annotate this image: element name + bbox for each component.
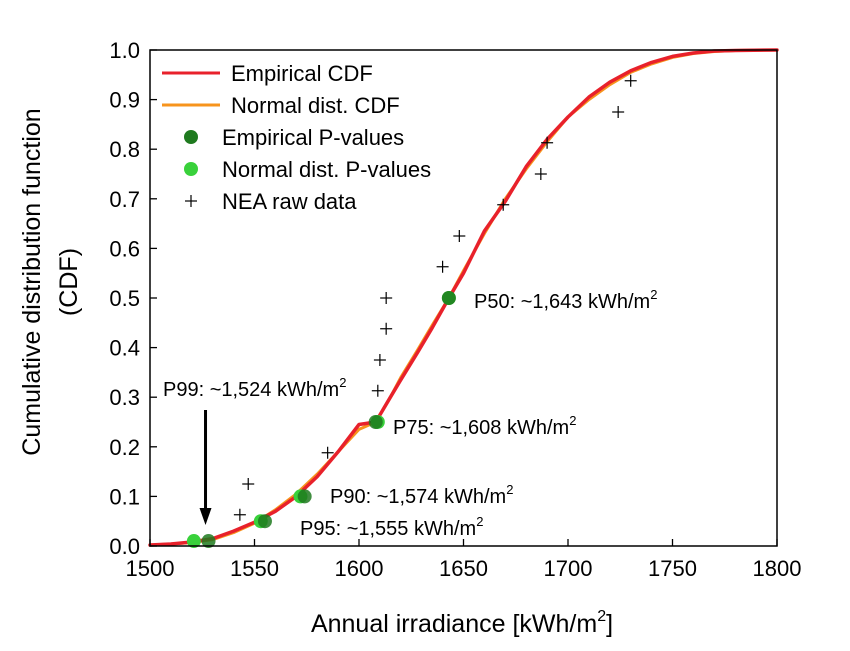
- nea-raw-data-point: [233, 508, 246, 521]
- empirical-p-value-marker: [441, 291, 456, 305]
- y-tick-label: 0.7: [109, 187, 140, 212]
- annotation-p75-text: P75: ~1,608 kWh/m: [393, 417, 569, 439]
- legend-label: Normal dist. CDF: [231, 93, 400, 118]
- legend-dot-swatch: [184, 162, 198, 176]
- axis-ticks: 1500 1550 1600 1650 1700 1750 1800 0.0 0.1 0.2 0.3…: [109, 38, 801, 581]
- nea-raw-data-point: [371, 384, 384, 397]
- annotation-p99-text: P99: ~1,524 kWh/m: [163, 379, 339, 401]
- legend-item: Normal dist. P-values: [184, 157, 431, 182]
- annotation-p95: P95: ~1,555 kWh/m2: [300, 514, 483, 540]
- annotation-p75-sup: 2: [569, 413, 576, 428]
- y-tick-label: 0.2: [109, 435, 140, 460]
- legend-label: Empirical P-values: [222, 125, 404, 150]
- nea-raw-data-point: [541, 136, 554, 149]
- annotation-p50-text: P50: ~1,643 kWh/m: [474, 291, 650, 313]
- legend-item: Empirical P-values: [184, 125, 404, 150]
- legend-item: Normal dist. CDF: [162, 93, 400, 118]
- x-tick-label: 1650: [439, 556, 488, 581]
- annotation-p75: P75: ~1,608 kWh/m2: [393, 413, 576, 439]
- legend-plus-swatch: [185, 195, 197, 207]
- empirical-p-value-marker: [368, 415, 383, 429]
- nea-raw-data-point: [380, 292, 393, 304]
- y-tick-label: 0.9: [109, 88, 140, 113]
- empirical-p-value-marker: [257, 514, 272, 529]
- empirical-p-value-marker: [201, 534, 216, 549]
- annotation-p90-sup: 2: [506, 482, 513, 497]
- plot-area: [148, 48, 779, 549]
- x-axis-title: Annual irradiance [kWh/m2]: [311, 608, 613, 638]
- annotation-p95-text: P95: ~1,555 kWh/m: [300, 518, 476, 540]
- x-tick-label: 1500: [126, 556, 175, 581]
- y-tick-label: 0.0: [109, 534, 140, 559]
- annotation-p50: P50: ~1,643 kWh/m2: [474, 287, 657, 313]
- nea-raw-data-point: [624, 74, 637, 87]
- x-tick-label: 1750: [648, 556, 697, 581]
- nea-raw-data-point: [453, 230, 466, 242]
- legend-label: Normal dist. P-values: [222, 157, 431, 182]
- p99-arrow-head: [199, 508, 212, 525]
- y-tick-label: 0.8: [109, 137, 140, 162]
- nea-raw-data-point: [436, 260, 449, 273]
- nea-raw-data-point: [380, 322, 393, 335]
- x-axis-title-sup: 2: [597, 608, 606, 625]
- y-axis-title-line2: (CDF): [55, 248, 83, 316]
- legend: Empirical CDF Normal dist. CDF Empirical P…: [162, 61, 431, 214]
- empirical-p-value-marker: [297, 489, 312, 504]
- y-tick-label: 1.0: [109, 38, 140, 63]
- nea-raw-data-point: [497, 198, 510, 211]
- annotation-p99: P99: ~1,524 kWh/m2: [163, 375, 346, 401]
- nea-raw-data-point: [373, 354, 386, 366]
- legend-label: Empirical CDF: [231, 61, 373, 86]
- annotation-p99-sup: 2: [339, 375, 346, 390]
- y-tick-label: 0.3: [109, 385, 140, 410]
- legend-label: NEA raw data: [222, 189, 357, 214]
- y-axis-title-line1: Cumulative distribution function: [18, 108, 46, 455]
- x-axis-title-end: ]: [606, 610, 613, 638]
- normal-p-value-marker: [186, 534, 201, 549]
- x-axis-title-main: Annual irradiance [kWh/m: [311, 610, 597, 638]
- annotation-p50-sup: 2: [650, 287, 657, 302]
- nea-raw-data-point: [321, 446, 334, 459]
- nea-raw-data-point: [242, 478, 255, 490]
- annotation-p90: P90: ~1,574 kWh/m2: [330, 482, 513, 508]
- nea-raw-data-point: [534, 168, 547, 180]
- y-tick-label: 0.4: [109, 336, 140, 361]
- x-tick-label: 1600: [335, 556, 384, 581]
- legend-item: Empirical CDF: [162, 61, 373, 86]
- legend-dot-swatch: [184, 130, 198, 144]
- y-tick-label: 0.1: [109, 484, 140, 509]
- x-tick-label: 1800: [753, 556, 802, 581]
- x-tick-label: 1700: [544, 556, 593, 581]
- y-tick-label: 0.5: [109, 286, 140, 311]
- nea-raw-data-point: [612, 106, 625, 118]
- annotation-p95-sup: 2: [476, 514, 483, 529]
- x-tick-label: 1550: [230, 556, 279, 581]
- y-tick-label: 0.6: [109, 236, 140, 261]
- annotation-p90-text: P90: ~1,574 kWh/m: [330, 486, 506, 508]
- legend-item: NEA raw data: [185, 189, 357, 214]
